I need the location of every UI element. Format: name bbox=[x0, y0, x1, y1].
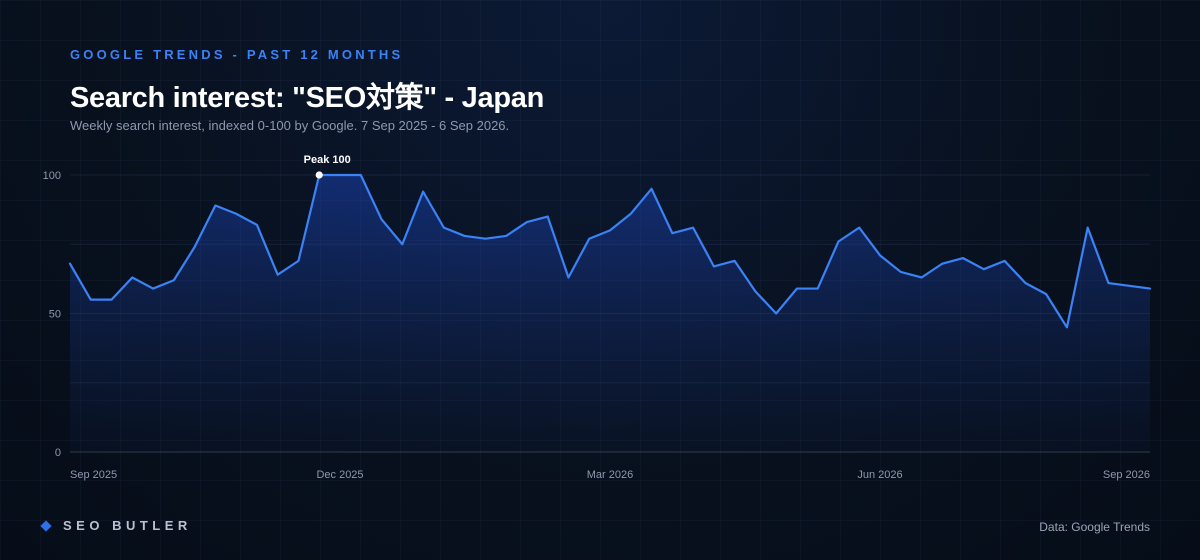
x-tick-label: Sep 2025 bbox=[70, 469, 117, 481]
data-point bbox=[69, 262, 71, 264]
data-point bbox=[401, 243, 403, 245]
y-tick-label: 50 bbox=[49, 309, 61, 321]
data-point bbox=[671, 232, 673, 234]
data-point bbox=[837, 240, 839, 242]
x-axis-ticks: Sep 2025 Dec 2025 Mar 2026 Jun 2026 Sep 2026 bbox=[70, 469, 1150, 481]
x-tick-label: Jun 2026 bbox=[857, 469, 902, 481]
data-point bbox=[879, 254, 881, 256]
data-point bbox=[816, 287, 818, 289]
data-point bbox=[630, 213, 632, 215]
data-point bbox=[588, 238, 590, 240]
y-axis-ticks: 0 50 100 bbox=[43, 170, 61, 459]
data-point bbox=[1066, 326, 1068, 328]
data-point bbox=[152, 287, 154, 289]
x-tick-label: Sep 2026 bbox=[1103, 469, 1150, 481]
data-point bbox=[796, 287, 798, 289]
data-point bbox=[775, 312, 777, 314]
data-source: Data: Google Trends bbox=[1039, 520, 1150, 534]
data-point bbox=[443, 226, 445, 228]
data-point bbox=[1024, 282, 1026, 284]
data-point bbox=[505, 235, 507, 237]
peak-annotation: Peak 100 bbox=[304, 154, 351, 179]
data-point bbox=[609, 229, 611, 231]
series-area bbox=[70, 175, 1150, 452]
data-point bbox=[1149, 287, 1151, 289]
data-point bbox=[526, 221, 528, 223]
data-point bbox=[360, 174, 362, 176]
chart-title: Search interest: "SEO対策" - Japan bbox=[70, 82, 544, 114]
data-point bbox=[692, 226, 694, 228]
data-point bbox=[1128, 285, 1130, 287]
y-tick-label: 100 bbox=[43, 170, 61, 182]
data-point bbox=[1107, 282, 1109, 284]
data-point bbox=[567, 276, 569, 278]
data-point bbox=[962, 257, 964, 259]
data-point bbox=[297, 260, 299, 262]
data-point bbox=[110, 298, 112, 300]
data-point bbox=[235, 213, 237, 215]
data-point bbox=[131, 276, 133, 278]
data-point bbox=[463, 235, 465, 237]
data-point bbox=[650, 188, 652, 190]
x-tick-label: Mar 2026 bbox=[587, 469, 633, 481]
data-point bbox=[276, 274, 278, 276]
data-point bbox=[900, 271, 902, 273]
data-point bbox=[422, 190, 424, 192]
chart-subtitle: Weekly search interest, indexed 0-100 by… bbox=[70, 118, 510, 133]
data-point bbox=[484, 238, 486, 240]
data-point bbox=[713, 265, 715, 267]
y-tick-label: 0 bbox=[55, 447, 61, 459]
data-point bbox=[90, 298, 92, 300]
data-point bbox=[733, 260, 735, 262]
data-point bbox=[214, 204, 216, 206]
data-point bbox=[858, 226, 860, 228]
data-point bbox=[754, 290, 756, 292]
data-point bbox=[1003, 260, 1005, 262]
data-point bbox=[941, 262, 943, 264]
brand-name: SEO BUTLER bbox=[63, 518, 192, 533]
diamond-icon bbox=[40, 519, 52, 532]
data-point bbox=[380, 218, 382, 220]
data-point bbox=[546, 215, 548, 217]
data-point bbox=[920, 276, 922, 278]
x-tick-label: Dec 2025 bbox=[316, 469, 363, 481]
peak-marker bbox=[315, 171, 323, 179]
eyebrow-label: GOOGLE TRENDS - PAST 12 MONTHS bbox=[70, 47, 404, 62]
data-point bbox=[1045, 293, 1047, 295]
data-point bbox=[256, 224, 258, 226]
data-point bbox=[1086, 226, 1088, 228]
data-point bbox=[173, 279, 175, 281]
data-point bbox=[193, 246, 195, 248]
peak-label: Peak 100 bbox=[304, 154, 351, 166]
series-line bbox=[68, 173, 1152, 329]
data-point bbox=[339, 174, 341, 176]
brand-logo: SEO BUTLER bbox=[40, 518, 192, 533]
data-point bbox=[983, 268, 985, 270]
